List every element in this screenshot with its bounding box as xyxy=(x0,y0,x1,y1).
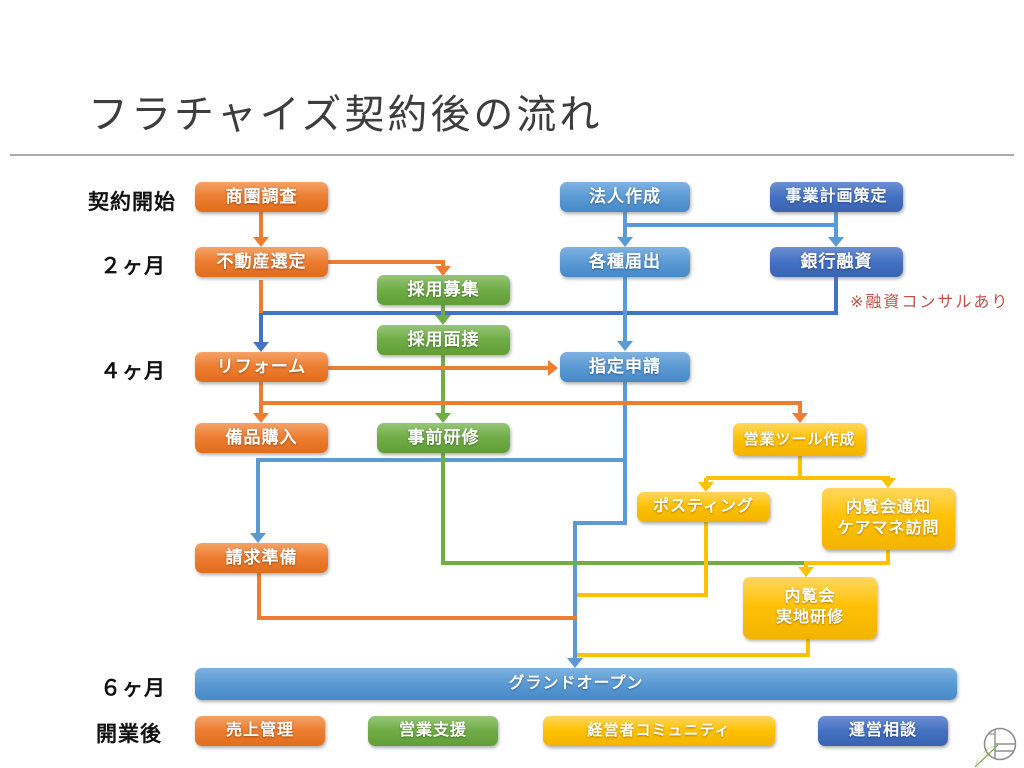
flow-node-shitei-shinsei: 指定申請 xyxy=(560,352,690,382)
edge-shitei-to-seikyujunbi xyxy=(250,458,625,543)
title-separator xyxy=(10,154,1014,156)
flow-node-saiyo-boshu: 採用募集 xyxy=(377,275,510,305)
edge-reform-to-bihin xyxy=(253,403,269,423)
finance-consulting-note: ※融資コンサルあり xyxy=(850,294,1010,311)
edge-hojin-to-kakushu xyxy=(617,212,633,247)
edge-saiyoboshu-to-mensetsu xyxy=(435,305,451,325)
flow-node-fudosan-sentei: 不動産選定 xyxy=(195,247,328,277)
edge-reform-to-eigyotool xyxy=(261,401,808,423)
edge-seikyu-to-merge xyxy=(257,573,577,620)
edge-tsuchi-to-nairankai xyxy=(798,550,890,577)
edge-mensetsu-to-jizenkenshu xyxy=(435,355,451,423)
flow-node-uriage-kanri: 売上管理 xyxy=(195,716,325,746)
flow-node-hojin-sakusei: 法人作成 xyxy=(560,182,690,212)
flow-node-nairankai-jichi: 内覧会 実地研修 xyxy=(743,577,877,639)
edge-fudosan-to-saiyoboshu xyxy=(328,260,451,276)
edge-posting-to-merge xyxy=(577,522,708,597)
edge-shitei-to-grandopen xyxy=(567,382,627,668)
edge-jigyokeikaku-to-ginko xyxy=(828,212,844,247)
edge-split-to-posting xyxy=(698,478,714,492)
timeline-label-4: 開業後 xyxy=(96,723,162,746)
company-logo xyxy=(974,727,1017,768)
edge-split-to-nairantsuchi xyxy=(880,476,896,488)
edge-reform-to-shitei xyxy=(328,360,558,376)
flow-node-nairankai-tsuchi: 内覧会通知 ケアマネ訪問 xyxy=(822,488,955,550)
flow-node-jigyo-keikaku: 事業計画策定 xyxy=(770,182,903,212)
flow-node-eigyo-shien: 営業支援 xyxy=(368,716,498,746)
flow-node-grand-open: グランドオープン xyxy=(195,668,957,700)
edge-ginko-to-reform xyxy=(253,277,838,352)
flow-node-saiyo-mensetsu: 採用面接 xyxy=(377,325,510,355)
flow-node-bihin-konyu: 備品購入 xyxy=(195,423,328,453)
timeline-label-0: 契約開始 xyxy=(88,191,176,214)
flow-node-kakushu-todokede: 各種届出 xyxy=(560,247,690,277)
timeline-label-1: ２ヶ月 xyxy=(100,255,166,278)
flow-node-unei-sodan: 運営相談 xyxy=(818,716,948,746)
edge-shoken-to-fudosan xyxy=(253,212,269,247)
flow-node-reform: リフォーム xyxy=(195,352,328,382)
timeline-label-3: ６ヶ月 xyxy=(100,677,166,700)
flow-node-keieisha-community: 経営者コミュニティ xyxy=(543,716,775,746)
flow-node-posting: ポスティング xyxy=(637,492,770,522)
flow-node-ginko-yushi: 銀行融資 xyxy=(770,247,903,277)
slide-title: フラチャイズ契約後の流れ xyxy=(88,93,603,137)
edge-kakushu-to-shitei xyxy=(617,277,633,351)
flow-node-shokenchosa: 商圏調査 xyxy=(195,182,328,212)
flow-node-eigyo-tool-sakusei: 営業ツール作成 xyxy=(733,423,866,456)
flow-node-jizen-kenshu: 事前研修 xyxy=(377,423,510,453)
flow-node-seikyu-junbi: 請求準備 xyxy=(195,543,328,573)
timeline-label-2: ４ヶ月 xyxy=(100,360,166,383)
edge-jizenkenshu-to-nairankai xyxy=(441,453,806,565)
edge-nairankai-to-merge xyxy=(577,638,810,657)
